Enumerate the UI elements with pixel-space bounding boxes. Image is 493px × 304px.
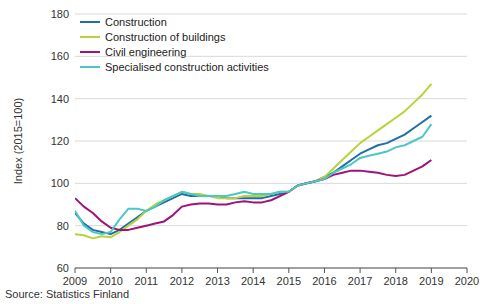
x-tick [395,268,396,273]
plot-area [75,84,431,239]
y-axis-label: Index (2015=100) [12,98,24,185]
legend-label: Specialised construction activities [105,61,269,73]
series-line [75,160,431,230]
legend-label: Civil engineering [105,46,186,58]
x-tick-label: 2019 [419,275,443,287]
y-tick-label: 140 [51,93,69,105]
legend-swatch [80,51,100,53]
grid-line [75,268,467,269]
legend-label: Construction [105,16,167,28]
x-tick [288,268,289,273]
x-tick-label: 2020 [455,275,479,287]
x-tick-label: 2012 [170,275,194,287]
legend-swatch [80,66,100,68]
x-tick [75,268,76,273]
series-line [75,116,431,235]
x-tick-label: 2018 [383,275,407,287]
x-tick [146,268,147,273]
legend: Construction Construction of buildings Civ… [80,16,269,73]
x-tick-label: 2015 [277,275,301,287]
x-tick-label: 2017 [348,275,372,287]
y-tick-label: 180 [51,8,69,20]
grid-line [75,183,467,184]
x-tick-label: 2016 [312,275,336,287]
source: Source: Statistics Finland [5,288,129,300]
x-tick-label: 2011 [134,275,158,287]
x-tick [360,268,361,273]
legend-label: Construction of buildings [105,31,226,43]
x-tick [324,268,325,273]
grid-line [75,141,467,142]
y-tick-label: 60 [57,262,69,274]
x-tick-label: 2009 [63,275,87,287]
grid-line [75,225,467,226]
x-tick-label: 2014 [241,275,265,287]
legend-swatch [80,21,100,23]
x-tick-label: 2013 [205,275,229,287]
x-tick [467,268,468,273]
chart: 60 80 100 120 140 160 180 2009 2010 2011 2012 2013 2… [0,0,493,304]
y-tick-label: 80 [57,220,69,232]
x-tick [253,268,254,273]
legend-swatch [80,36,100,38]
x-axis [75,268,467,269]
x-tick [181,268,182,273]
series-line [75,124,431,234]
y-tick-label: 120 [51,135,69,147]
grid-line [75,98,467,99]
x-tick-label: 2010 [98,275,122,287]
y-tick-label: 100 [51,177,69,189]
grid-line [75,14,467,15]
x-tick [110,268,111,273]
series-line [75,84,431,239]
y-tick-label: 160 [51,50,69,62]
x-tick [217,268,218,273]
x-tick [431,268,432,273]
